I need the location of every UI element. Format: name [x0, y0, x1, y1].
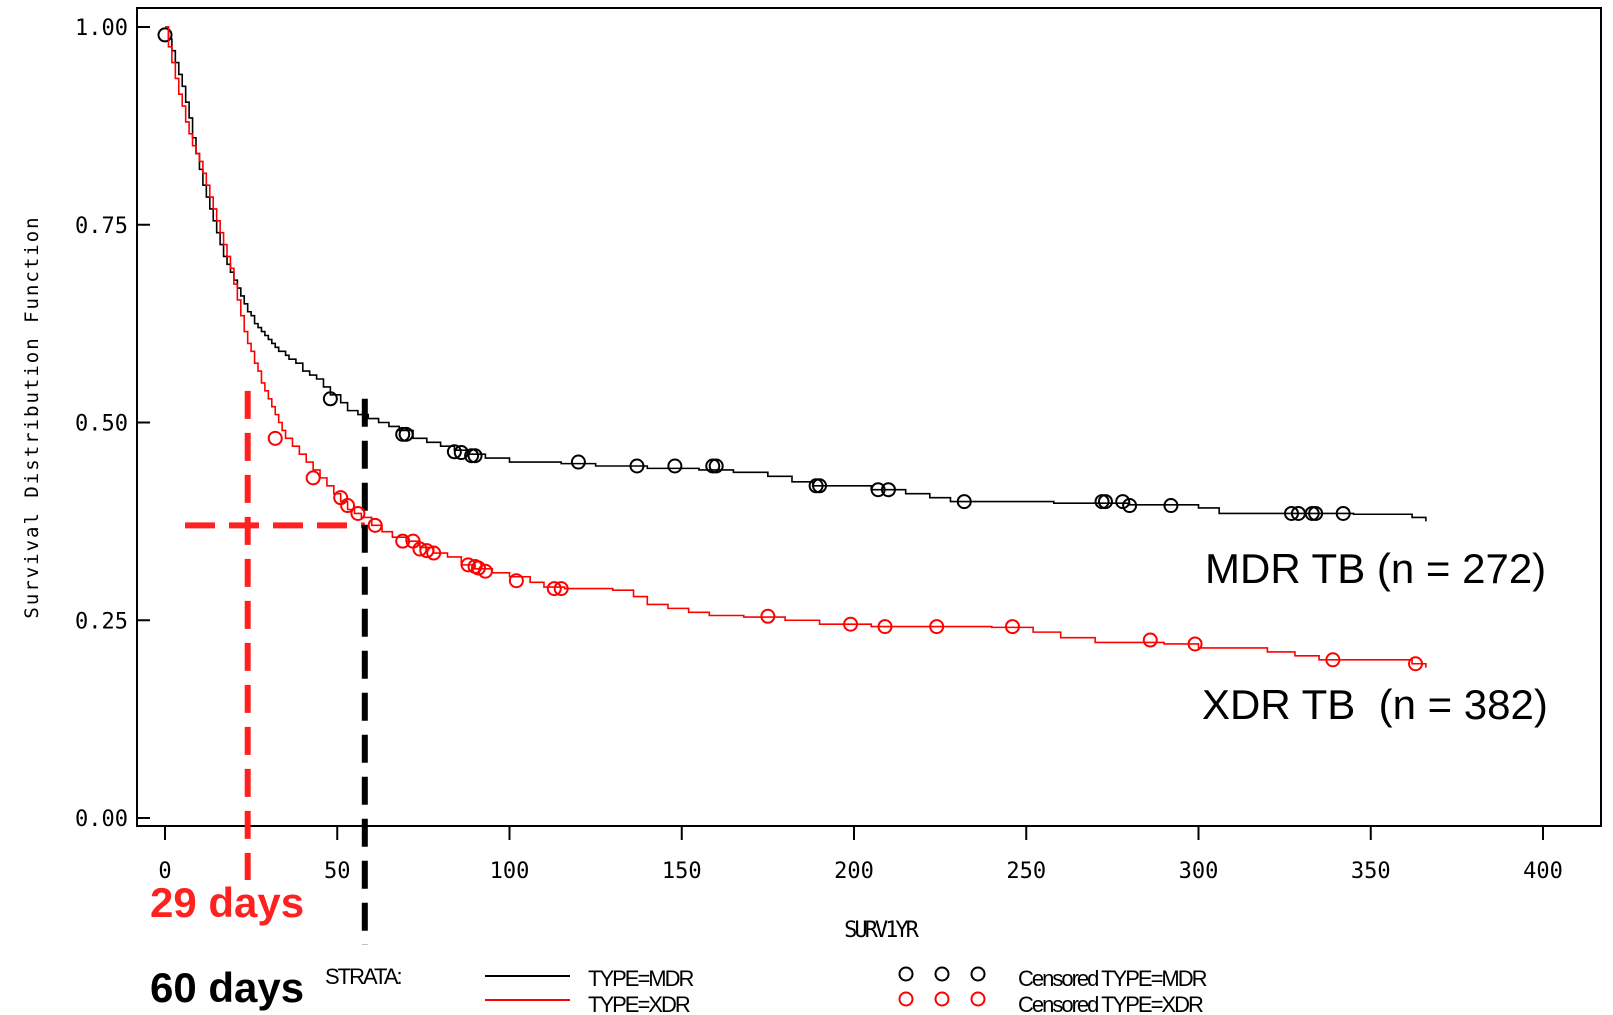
censor-marker-0-19 [1097, 494, 1113, 510]
censor-marker-0-14 [812, 478, 828, 494]
censor-marker-0-10 [667, 458, 683, 474]
censor-marker-0-5 [453, 445, 469, 461]
censor-marker-1-3 [340, 498, 356, 514]
legend-censor-marker-1-2 [970, 991, 986, 1007]
censor-marker-0-17 [956, 494, 972, 510]
legend-label-mdr: TYPE=MDR [588, 966, 694, 991]
legend-markers [898, 966, 986, 1007]
censor-marker-1-10 [426, 545, 442, 561]
legend-label-xdr: TYPE=XDR [588, 992, 690, 1015]
legend-label-censored-xdr: Censored TYPE=XDR [1018, 992, 1203, 1015]
censor-marker-1-23 [1142, 632, 1158, 648]
y-tick-label-2: 0.50 [75, 412, 128, 437]
x-tick-label-1: 50 [324, 859, 351, 884]
censor-marker-1-1 [305, 470, 321, 486]
y-axis-label: Survival Distribution Function [21, 215, 43, 618]
legend: STRATA: TYPE=MDR TYPE=XDR Censored TYPE=… [325, 964, 1209, 1015]
censor-marker-1-24 [1187, 636, 1203, 652]
x-tick-label-5: 250 [1006, 859, 1046, 884]
censor-marker-1-26 [1408, 656, 1424, 672]
y-tick-label-3: 0.75 [75, 214, 128, 239]
reference-lines [185, 390, 368, 945]
series-line-0 [165, 26, 1427, 522]
censor-marker-0-7 [467, 448, 483, 464]
annotation-60-days: 60 days [150, 964, 304, 1011]
x-tick-label-8: 400 [1523, 859, 1563, 884]
censor-marker-1-5 [367, 517, 383, 533]
censor-marker-1-8 [412, 541, 428, 557]
censor-marker-0-26 [1308, 505, 1324, 521]
y-tick-label-1: 0.25 [75, 609, 128, 634]
legend-censor-marker-0-2 [970, 966, 986, 982]
censor-marker-1-14 [477, 563, 493, 579]
x-tick-label-7: 350 [1351, 859, 1391, 884]
legend-censor-marker-0-1 [934, 966, 950, 982]
censor-marker-1-20 [877, 619, 893, 635]
censor-marker-1-17 [553, 581, 569, 597]
legend-censor-marker-0-0 [898, 966, 914, 982]
series-layer [157, 26, 1427, 672]
censor-marker-0-4 [446, 444, 462, 460]
censor-marker-0-22 [1163, 498, 1179, 514]
legend-censor-marker-1-0 [898, 991, 914, 1007]
censor-marker-1-13 [470, 560, 486, 576]
legend-title: STRATA: [325, 964, 402, 989]
legend-label-censored-mdr: Censored TYPE=MDR [1018, 966, 1207, 991]
x-tick-label-6: 300 [1179, 859, 1219, 884]
censor-marker-0-21 [1122, 498, 1138, 514]
series-line-1 [165, 26, 1427, 668]
censor-marker-1-16 [546, 581, 562, 597]
censor-marker-0-16 [880, 482, 896, 498]
censor-marker-0-15 [870, 482, 886, 498]
x-tick-label-3: 150 [662, 859, 702, 884]
censor-marker-0-3 [398, 426, 414, 442]
plot-frame [136, 7, 1602, 827]
censor-marker-0-12 [708, 458, 724, 474]
annotation-xdr: XDR TB (n = 382) [1202, 681, 1548, 728]
legend-censor-marker-1-1 [934, 991, 950, 1007]
censor-marker-0-1 [322, 391, 338, 407]
x-tick-label-0: 0 [158, 859, 171, 884]
censor-marker-1-22 [1004, 619, 1020, 635]
censor-marker-1-9 [419, 543, 435, 559]
x-axis: 0 50 100 150 200 250 300 350 400 [158, 826, 1563, 884]
censor-marker-1-25 [1325, 652, 1341, 668]
censor-marker-1-4 [350, 505, 366, 521]
censor-marker-0-0 [157, 27, 173, 43]
censor-marker-1-19 [843, 616, 859, 632]
censor-marker-1-6 [395, 533, 411, 549]
censor-marker-1-11 [460, 557, 476, 573]
y-axis: 0.00 0.25 0.50 0.75 1.00 [75, 16, 150, 832]
x-tick-label-4: 200 [834, 859, 874, 884]
x-tick-label-2: 100 [490, 859, 530, 884]
x-axis-label: SURV1YR [844, 918, 919, 943]
censor-marker-0-9 [629, 458, 645, 474]
censor-marker-0-23 [1284, 505, 1300, 521]
censor-marker-1-15 [508, 573, 524, 589]
censor-marker-0-8 [570, 454, 586, 470]
censor-marker-1-21 [929, 619, 945, 635]
censor-marker-0-27 [1335, 505, 1351, 521]
censor-marker-1-0 [267, 430, 283, 446]
y-tick-label-4: 1.00 [75, 16, 128, 41]
censor-marker-1-18 [760, 608, 776, 624]
annotation-29-days: 29 days [150, 879, 304, 926]
y-tick-label-0: 0.00 [75, 807, 128, 832]
annotation-mdr: MDR TB (n = 272) [1205, 545, 1546, 592]
